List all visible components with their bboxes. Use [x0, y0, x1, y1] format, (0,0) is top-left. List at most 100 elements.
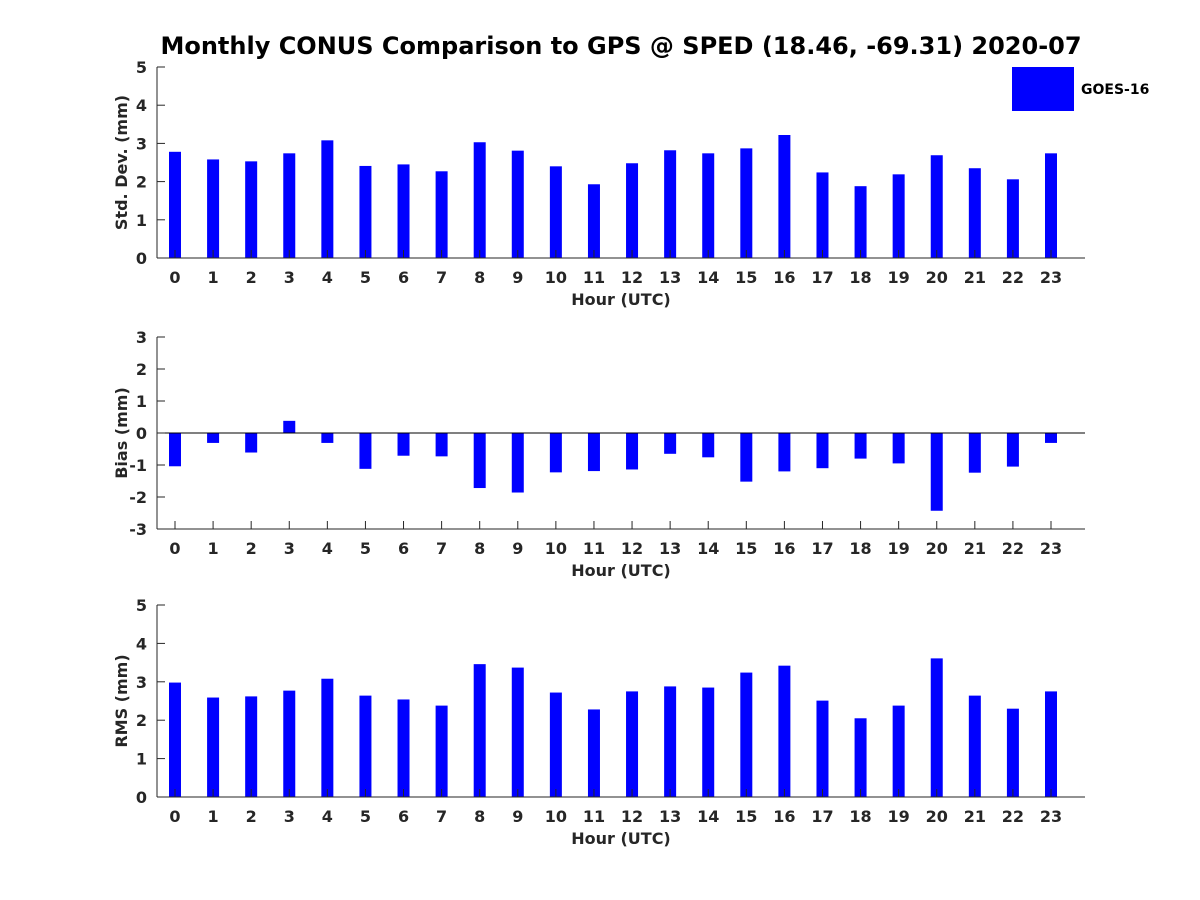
x-tick-label: 16 [773, 268, 795, 287]
bar-hour-23 [1045, 691, 1057, 797]
x-tick-label: 18 [849, 539, 871, 558]
bar-hour-2 [245, 161, 258, 258]
y-tick-label: -2 [129, 488, 147, 507]
y-tick-label: 0 [136, 249, 147, 268]
x-tick-label: 1 [208, 539, 219, 558]
bar-hour-19 [892, 174, 905, 258]
x-axis-label: Hour (UTC) [571, 290, 671, 309]
bar-hour-18 [854, 186, 867, 258]
x-tick-label: 5 [360, 268, 371, 287]
bar-hour-20 [930, 433, 943, 511]
bar-hour-3 [283, 153, 296, 258]
bar-hour-7 [435, 433, 448, 457]
bar-hour-10 [549, 692, 562, 797]
bar-hour-1 [207, 697, 220, 797]
x-tick-label: 19 [888, 807, 910, 826]
x-tick-label: 3 [284, 268, 295, 287]
bar-hour-7 [435, 705, 448, 797]
y-tick-label: 5 [136, 596, 147, 615]
bar-hour-10 [549, 433, 562, 473]
x-tick-label: 19 [888, 539, 910, 558]
x-tick-label: 9 [512, 539, 523, 558]
bar-hour-7 [435, 171, 448, 258]
bar-hour-11 [587, 184, 600, 258]
bar-hour-23 [1045, 433, 1057, 443]
x-tick-label: 22 [1002, 539, 1024, 558]
bar-hour-16 [778, 433, 791, 472]
x-tick-label: 15 [735, 807, 757, 826]
bar-hour-14 [702, 687, 715, 797]
x-tick-label: 9 [512, 807, 523, 826]
x-tick-label: 13 [659, 539, 681, 558]
bar-hour-9 [511, 150, 524, 258]
x-tick-label: 15 [735, 539, 757, 558]
x-tick-label: 4 [322, 268, 333, 287]
bar-hour-19 [892, 705, 905, 797]
y-tick-label: 1 [136, 392, 147, 411]
x-tick-label: 12 [621, 807, 643, 826]
y-tick-label: -3 [129, 520, 147, 539]
bar-hour-11 [587, 433, 600, 472]
x-tick-label: 15 [735, 268, 757, 287]
x-tick-label: 23 [1040, 539, 1062, 558]
bar-hour-4 [321, 678, 334, 797]
bar-hour-12 [626, 163, 639, 258]
x-tick-label: 18 [849, 807, 871, 826]
legend-swatch [1012, 67, 1074, 111]
x-tick-label: 8 [474, 539, 485, 558]
x-tick-label: 7 [436, 268, 447, 287]
x-tick-label: 1 [208, 807, 219, 826]
x-tick-label: 13 [659, 807, 681, 826]
x-tick-label: 3 [284, 807, 295, 826]
bar-hour-4 [321, 433, 334, 443]
bar-hour-15 [740, 672, 753, 797]
bar-hour-4 [321, 140, 334, 258]
x-tick-label: 17 [811, 268, 833, 287]
x-tick-label: 20 [926, 807, 948, 826]
bar-hour-10 [549, 166, 562, 258]
bar-hour-9 [511, 667, 524, 797]
x-tick-label: 4 [322, 539, 333, 558]
x-tick-label: 21 [964, 539, 986, 558]
bar-hour-17 [816, 172, 829, 258]
y-axis-label: RMS (mm) [112, 654, 131, 747]
bar-hour-15 [740, 148, 753, 258]
x-tick-label: 21 [964, 807, 986, 826]
x-tick-label: 21 [964, 268, 986, 287]
x-tick-label: 14 [697, 268, 719, 287]
y-tick-label: -1 [129, 456, 147, 475]
x-tick-label: 0 [169, 539, 180, 558]
bar-hour-6 [397, 433, 410, 456]
bar-hour-14 [702, 433, 715, 458]
x-tick-label: 3 [284, 539, 295, 558]
bar-hour-8 [473, 664, 486, 797]
x-tick-label: 17 [811, 539, 833, 558]
x-tick-label: 10 [545, 807, 567, 826]
x-axis-label: Hour (UTC) [571, 561, 671, 580]
bar-hour-1 [207, 433, 220, 443]
x-tick-label: 8 [474, 807, 485, 826]
bar-hour-17 [816, 700, 829, 797]
bar-hour-16 [778, 665, 791, 797]
bar-hour-22 [1006, 433, 1019, 467]
y-tick-label: 4 [136, 634, 147, 653]
x-tick-label: 2 [246, 539, 257, 558]
bar-hour-22 [1006, 179, 1019, 258]
y-tick-label: 3 [136, 673, 147, 692]
bar-hour-0 [169, 682, 181, 797]
x-tick-label: 10 [545, 268, 567, 287]
y-tick-label: 0 [136, 788, 147, 807]
x-tick-label: 4 [322, 807, 333, 826]
x-tick-label: 22 [1002, 807, 1024, 826]
x-tick-label: 23 [1040, 807, 1062, 826]
x-tick-label: 6 [398, 539, 409, 558]
y-tick-label: 0 [136, 424, 147, 443]
x-tick-label: 2 [246, 807, 257, 826]
bar-hour-18 [854, 433, 867, 459]
x-tick-label: 6 [398, 268, 409, 287]
bar-hour-8 [473, 142, 486, 258]
bar-hour-21 [968, 168, 981, 258]
y-axis-label: Bias (mm) [112, 387, 131, 479]
